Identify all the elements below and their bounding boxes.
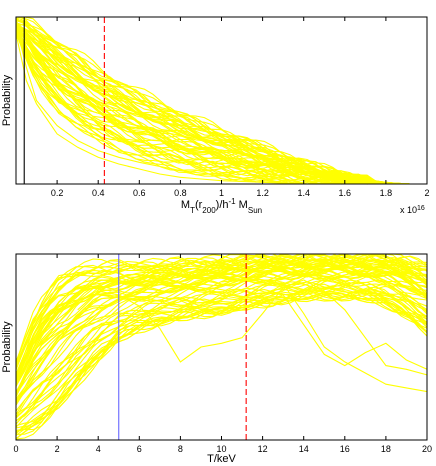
x-axis-label: T/keV bbox=[207, 453, 236, 465]
x-tick-label: 6 bbox=[137, 444, 142, 454]
probability-curve bbox=[15, 258, 428, 375]
x-tick-label: 18 bbox=[381, 444, 391, 454]
probability-curve bbox=[15, 30, 427, 185]
probability-curve bbox=[15, 23, 427, 185]
x-tick-label: 1.8 bbox=[380, 188, 393, 198]
probability-curve bbox=[15, 260, 428, 383]
x-tick-label: 0.6 bbox=[133, 188, 146, 198]
probability-curve bbox=[15, 272, 428, 404]
probability-curve bbox=[15, 23, 427, 185]
x-tick-label: 12 bbox=[258, 444, 268, 454]
probability-curve bbox=[15, 25, 427, 185]
x-tick-label: 1.2 bbox=[256, 188, 269, 198]
x-tick-label: 4 bbox=[96, 444, 101, 454]
probability-curve bbox=[15, 259, 428, 384]
temperature-probability-chart: 0 2 4 6 8 10 12 14 16 18 20 Probability T/keV bbox=[1, 253, 432, 465]
probability-curve bbox=[15, 19, 427, 185]
probability-curve bbox=[15, 273, 428, 401]
x-tick-label: 2 bbox=[424, 188, 429, 198]
probability-curve bbox=[15, 288, 428, 427]
probability-curve bbox=[15, 263, 428, 385]
probability-curve bbox=[15, 285, 428, 425]
probability-curve bbox=[15, 253, 428, 365]
x-tick-label: 0.4 bbox=[92, 188, 105, 198]
probability-curve-outlier bbox=[221, 279, 428, 393]
probability-curve bbox=[15, 287, 428, 428]
x-axis-ticks: 0.2 0.4 0.6 0.8 1 1.2 1.4 1.6 1.8 2 bbox=[51, 17, 430, 198]
probability-curve bbox=[15, 281, 428, 415]
probability-curve bbox=[15, 20, 427, 185]
x-tick-label: 20 bbox=[422, 444, 432, 454]
x-tick-label: 0.2 bbox=[51, 188, 64, 198]
probability-curve bbox=[15, 28, 427, 185]
y-axis-label: Probability bbox=[1, 321, 13, 373]
x-tick-label: 16 bbox=[340, 444, 350, 454]
x-tick-label: 2 bbox=[55, 444, 60, 454]
x-tick-label: 1 bbox=[219, 188, 224, 198]
probability-curve-outlier bbox=[180, 294, 428, 370]
y-axis-label: Probability bbox=[1, 74, 13, 126]
probability-curve bbox=[15, 291, 428, 432]
mass-reference-lines bbox=[23, 17, 105, 184]
probability-curve bbox=[15, 253, 428, 365]
probability-curve-outlier bbox=[15, 33, 345, 185]
mass-probability-chart: 0.2 0.4 0.6 0.8 1 1.2 1.4 1.6 1.8 2 Probability M… bbox=[1, 16, 430, 216]
x-tick-label: 1.6 bbox=[339, 188, 352, 198]
x-axis-label: MT(r200)/h-1 MSun bbox=[181, 197, 262, 215]
x-axis-multiplier: x 1016 bbox=[400, 205, 425, 216]
temperature-probability-curves bbox=[15, 253, 428, 440]
probability-curve bbox=[15, 292, 428, 434]
x-tick-label: 14 bbox=[299, 444, 309, 454]
probability-curve bbox=[15, 266, 428, 397]
probability-curve-outlier bbox=[77, 279, 428, 376]
x-tick-label: 0 bbox=[13, 444, 18, 454]
x-tick-label: 0.8 bbox=[174, 188, 187, 198]
temperature-reference-lines bbox=[118, 254, 247, 440]
x-axis-ticks: 0 2 4 6 8 10 12 14 16 18 20 bbox=[13, 254, 432, 454]
x-tick-label: 10 bbox=[216, 444, 226, 454]
x-tick-label: 8 bbox=[178, 444, 183, 454]
probability-curve bbox=[15, 293, 428, 440]
x-tick-label: 1.4 bbox=[297, 188, 310, 198]
mass-probability-curves bbox=[15, 16, 427, 185]
